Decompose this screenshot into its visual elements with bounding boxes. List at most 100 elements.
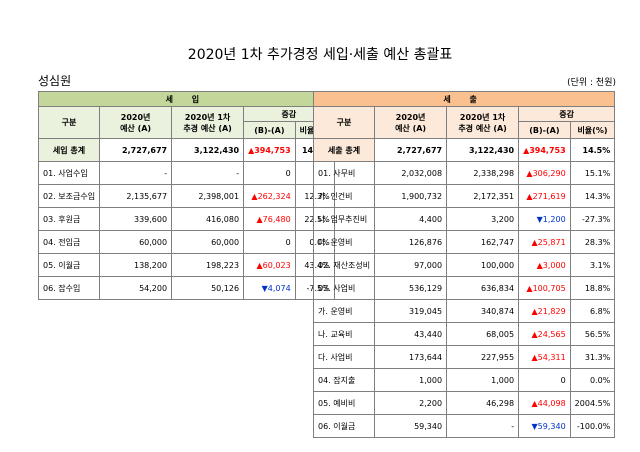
difference-value: ▲262,324 <box>243 184 296 208</box>
rate-value: 31.3% <box>569 345 616 369</box>
expense-table-row: 나. 업무추진비 4,400 3,200 ▼1,200 -27.3% <box>312 207 616 231</box>
income-table-row: 05. 이월금 138,200 198,223 ▲60,023 43.4% <box>37 253 335 277</box>
budget-value: 536,129 <box>374 276 448 300</box>
difference-number: 100,705 <box>532 283 566 293</box>
budget-value: 97,000 <box>374 253 448 277</box>
difference-value: ▼4,074 <box>243 276 296 300</box>
rate-value: 56.5% <box>569 322 616 346</box>
decrease-arrow-icon: ▼ <box>531 421 538 431</box>
rate-value: 14.5% <box>569 138 616 162</box>
expense-table-row: 06. 이월금 59,340- ▼59,340 -100.0% <box>312 414 616 438</box>
difference-number: 394,753 <box>529 145 566 155</box>
difference-value: 0 <box>518 368 571 392</box>
budget-value: 339,600 <box>99 207 173 231</box>
revised-value: 416,080 <box>171 207 245 231</box>
difference-value: ▲3,000 <box>518 253 571 277</box>
budget-value: 173,644 <box>374 345 448 369</box>
organization-name: 성심원 <box>38 74 72 88</box>
difference-number: 60,023 <box>262 260 291 270</box>
rate-value: -27.3% <box>569 207 616 231</box>
budget-value: 2,135,677 <box>99 184 173 208</box>
difference-number: 3,000 <box>542 260 566 270</box>
increase-arrow-icon: ▲ <box>523 145 530 155</box>
difference-number: 21,829 <box>537 306 566 316</box>
budget-value: 60,000 <box>99 230 173 254</box>
difference-value: 0 <box>243 161 296 185</box>
expense-table-row: 03. 사업비 536,129 636,834 ▲100,705 18.8% <box>312 276 616 300</box>
difference-number: 306,290 <box>532 168 566 178</box>
expense-header-category: 구분 <box>312 106 376 139</box>
difference-value: ▲25,871 <box>518 230 571 254</box>
difference-number: 59,340 <box>537 421 566 431</box>
row-label: 세입 총계 <box>37 138 101 162</box>
row-label: 01. 사업수입 <box>37 161 101 185</box>
difference-value: ▲271,619 <box>518 184 571 208</box>
difference-number: 0 <box>285 237 291 247</box>
rate-value: 6.8% <box>569 299 616 323</box>
rate-value: 2004.5% <box>569 391 616 415</box>
difference-number: 394,753 <box>254 145 291 155</box>
difference-value: ▲394,753 <box>243 138 296 162</box>
row-label: 04. 잡지출 <box>312 368 376 392</box>
income-table-row: 04. 전입금 60,000 60,000 0 0.0% <box>37 230 335 254</box>
increase-arrow-icon: ▲ <box>531 237 538 247</box>
expense-header-revised: 2020년 1차 추경 예산 (A) <box>446 106 520 139</box>
revised-value: - <box>171 161 245 185</box>
budget-value: - <box>99 161 173 185</box>
row-label: 01. 사무비 <box>312 161 376 185</box>
difference-number: 1,200 <box>542 214 566 224</box>
row-label: 나. 교육비 <box>312 322 376 346</box>
income-table-row: 06. 잡수입 54,200 50,126 ▼4,074 -7.5% <box>37 276 335 300</box>
revised-value: 1,000 <box>446 368 520 392</box>
revised-value: - <box>446 414 520 438</box>
revised-value: 340,874 <box>446 299 520 323</box>
increase-arrow-icon: ▲ <box>256 214 263 224</box>
decrease-arrow-icon: ▼ <box>261 283 268 293</box>
row-label: 03. 후원금 <box>37 207 101 231</box>
budget-value: 126,876 <box>374 230 448 254</box>
row-label: 05. 예비비 <box>312 391 376 415</box>
difference-value: ▲44,098 <box>518 391 571 415</box>
decrease-arrow-icon: ▼ <box>536 214 543 224</box>
revised-value: 2,338,298 <box>446 161 520 185</box>
row-label: 가. 운영비 <box>312 299 376 323</box>
row-label: 나. 업무추진비 <box>312 207 376 231</box>
increase-arrow-icon: ▲ <box>531 306 538 316</box>
difference-number: 271,619 <box>532 191 566 201</box>
expense-header-budget: 2020년 예산 (A) <box>374 106 448 139</box>
rate-value: 3.1% <box>569 253 616 277</box>
increase-arrow-icon: ▲ <box>526 191 533 201</box>
income-header-revised: 2020년 1차 추경 예산 (A) <box>171 106 245 139</box>
revised-value: 2,172,351 <box>446 184 520 208</box>
increase-arrow-icon: ▲ <box>536 260 543 270</box>
expense-header-diff: (B)-(A) <box>518 121 571 139</box>
income-header-diff: (B)-(A) <box>243 121 296 139</box>
rate-value: -100.0% <box>569 414 616 438</box>
expense-total-row: 세출 총계 2,727,677 3,122,430 ▲394,753 14.5% <box>312 138 616 162</box>
revised-value: 68,005 <box>446 322 520 346</box>
revised-value: 198,223 <box>171 253 245 277</box>
budget-value: 1,900,732 <box>374 184 448 208</box>
expense-header-rate: 비율(%) <box>569 121 616 139</box>
budget-value: 1,000 <box>374 368 448 392</box>
budget-value: 2,727,677 <box>99 138 173 162</box>
increase-arrow-icon: ▲ <box>531 398 538 408</box>
revised-value: 60,000 <box>171 230 245 254</box>
expense-table-row: 다. 운영비 126,876 162,747 ▲25,871 28.3% <box>312 230 616 254</box>
rate-value: 14.3% <box>569 184 616 208</box>
budget-value: 138,200 <box>99 253 173 277</box>
increase-arrow-icon: ▲ <box>526 283 533 293</box>
increase-arrow-icon: ▲ <box>256 260 263 270</box>
row-label: 06. 이월금 <box>312 414 376 438</box>
expense-table-row: 나. 교육비 43,440 68,005 ▲24,565 56.5% <box>312 322 616 346</box>
expense-header-change: 증감 <box>518 106 616 122</box>
difference-number: 54,311 <box>537 352 566 362</box>
difference-number: 4,074 <box>267 283 291 293</box>
budget-value: 43,440 <box>374 322 448 346</box>
difference-number: 24,565 <box>537 329 566 339</box>
rate-value: 15.1% <box>569 161 616 185</box>
row-label: 05. 이월금 <box>37 253 101 277</box>
budget-value: 2,727,677 <box>374 138 448 162</box>
expense-table-row: 02. 재산조성비 97,000 100,000 ▲3,000 3.1% <box>312 253 616 277</box>
budget-value: 59,340 <box>374 414 448 438</box>
